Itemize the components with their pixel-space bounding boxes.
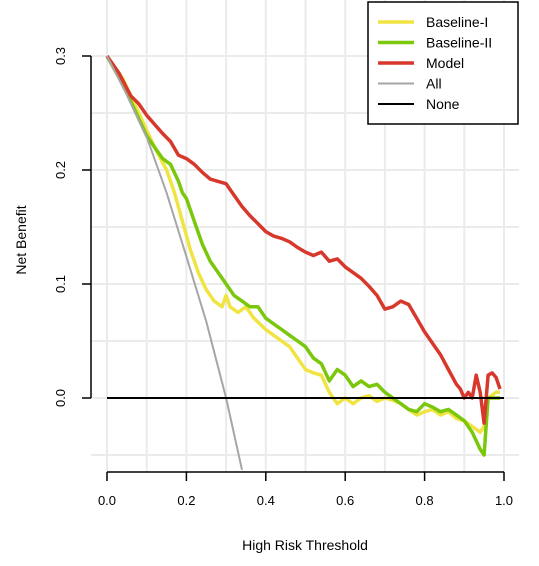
- x-axis-title: High Risk Threshold: [242, 537, 368, 553]
- x-tick-label: 0.6: [336, 493, 354, 508]
- series-lines: [105, 54, 504, 471]
- legend-label: All: [426, 76, 442, 92]
- axes: 0.0 0.2 0.4 0.6 0.8 1.0 0.0 0.1 0.2 0.3: [53, 47, 513, 508]
- legend-label: Model: [426, 55, 464, 71]
- x-tick-label: 0.8: [416, 493, 434, 508]
- legend-label: Baseline-I: [426, 14, 488, 30]
- series-line-baseline-ii: [105, 55, 500, 457]
- y-tick-label: 0.2: [53, 161, 68, 179]
- series-line-all: [106, 55, 243, 471]
- x-tick-label: 0.4: [257, 493, 275, 508]
- y-tick-label: 0.0: [53, 389, 68, 407]
- legend-label: Baseline-II: [426, 35, 492, 51]
- x-tick-label: 0.0: [98, 493, 116, 508]
- legend: Baseline-I Baseline-II Model All None: [367, 1, 519, 125]
- series-line-baseline-i: [105, 54, 500, 434]
- y-tick-label: 0.1: [53, 275, 68, 293]
- x-tick-label: 0.2: [177, 493, 195, 508]
- y-axis-title: Net Benefit: [13, 205, 29, 274]
- x-tick-label: 1.0: [495, 493, 513, 508]
- legend-label: None: [426, 96, 460, 112]
- y-tick-label: 0.3: [53, 47, 68, 65]
